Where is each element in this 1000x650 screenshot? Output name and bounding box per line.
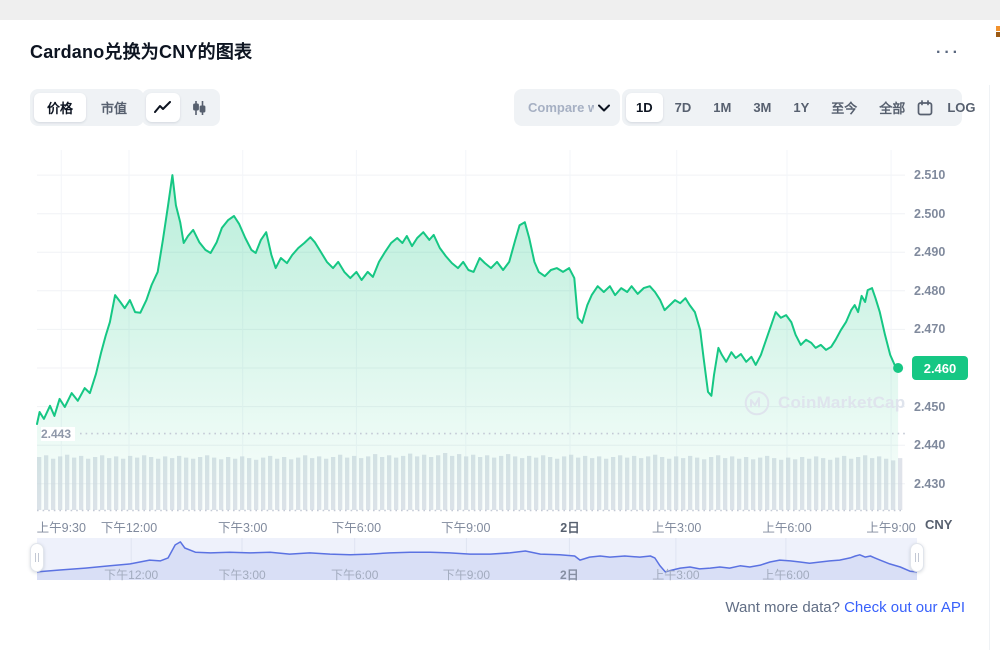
navigator-left-handle[interactable] [30,543,44,572]
range-1d[interactable]: 1D [626,93,663,122]
line-chart-icon[interactable] [146,93,180,122]
price-line [36,174,900,425]
navigator-tick-label: 上午6:00 [762,568,810,582]
navigator-tick-label: 下午9:00 [442,568,491,582]
navigator-area [37,541,917,580]
y-tick-label: 2.480 [914,283,946,298]
navigator-tick-label: 下午12:00 [104,568,159,582]
range-3m[interactable]: 3M [753,100,772,115]
coinmarketcap-watermark: CoinMarketCap [744,390,905,416]
navigator-tick-label: 上午3:00 [652,568,700,582]
marketcap-tab[interactable]: 市值 [101,101,128,116]
low-value-label: 2.443 [41,427,76,441]
price-tab[interactable]: 价格 [34,93,87,122]
footer-api-prompt: Want more data? Check out our API [0,599,965,616]
range-all[interactable]: 全部 [879,101,906,116]
coinmarketcap-logo-icon [744,390,770,416]
navigator-line [36,541,918,573]
navigator-tick-label: 2日 [560,568,579,582]
y-tick-label: 2.490 [914,245,946,260]
x-tick-label: 上午3:00 [652,521,702,535]
edge-cutoff-element [996,26,1000,31]
currency-axis-label: CNY [925,517,953,532]
page-title: Cardano兑换为CNY的图表 [30,42,253,62]
y-tick-label: 2.510 [914,168,946,183]
navigator-tick-label: 下午3:00 [218,568,266,582]
x-tick-label: 下午9:00 [441,521,491,535]
y-tick-label: 2.450 [914,399,946,414]
panel-divider [989,85,990,650]
watermark-text: CoinMarketCap [778,393,906,412]
y-tick-label: 2.470 [914,322,946,337]
log-scale-button[interactable]: LOG [947,100,976,115]
chevron-down-icon [598,104,610,111]
x-tick-label: 下午12:00 [100,521,158,535]
range-ytd[interactable]: 至今 [831,101,858,116]
x-tick-label: 上午6:00 [762,521,812,535]
range-7d[interactable]: 7D [674,100,692,115]
x-tick-label: 下午6:00 [331,521,382,535]
x-tick-label: 上午9:00 [866,521,916,535]
edge-cutoff-element [996,32,1000,37]
volume-bar [898,458,903,510]
y-tick-label: 2.500 [914,206,946,221]
range-1m[interactable]: 1M [713,100,732,115]
range-selector: 1D 7D 1M 3M 1Y 至今 全部 LOG [622,89,975,126]
compare-label: Compare w [528,100,594,115]
compare-button[interactable]: Compare w [514,89,620,126]
current-price-badge: 2.460 [912,356,968,380]
y-tick-label: 2.440 [914,438,946,453]
calendar-icon[interactable] [917,93,933,122]
range-1y[interactable]: 1Y [793,100,810,115]
navigator-right-handle[interactable] [910,543,924,572]
footer-prompt-text: Want more data? [725,599,840,616]
navigator-tick-label: 下午6:00 [331,568,379,582]
x-tick-label: 下午3:00 [218,521,268,535]
candlestick-icon[interactable] [182,93,216,122]
y-tick-label: 2.430 [914,476,946,491]
options-menu-icon[interactable]: ··· [936,44,961,61]
price-marketcap-toggle: 价格 市值 [30,89,145,126]
x-tick-label: 2日 [560,521,580,535]
x-tick-label: 上午9:30 [36,521,86,535]
chart-type-toggle [142,89,220,126]
last-price-dot [893,363,904,373]
top-strip [0,0,1000,20]
api-link[interactable]: Check out our API [844,599,965,616]
price-area [37,175,899,510]
